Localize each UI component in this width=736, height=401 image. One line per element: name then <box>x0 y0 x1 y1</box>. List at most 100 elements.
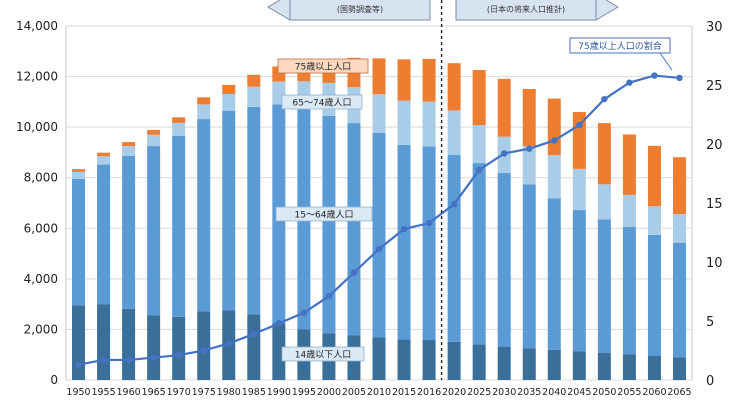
ratio-point <box>475 166 483 174</box>
bar-segment <box>497 78 511 137</box>
y-left-tick-label: 8,000 <box>24 171 58 185</box>
x-tick-label: 1965 <box>142 387 166 398</box>
ratio-point <box>601 95 608 103</box>
bar-segment <box>97 164 111 305</box>
ratio-point <box>150 354 157 361</box>
bar-segment <box>572 168 586 211</box>
ratio-point <box>100 356 107 364</box>
bar-segment <box>147 134 161 147</box>
header-right-arrowhead <box>595 0 619 21</box>
ratio-line-group <box>75 72 683 368</box>
bar-segment <box>172 117 186 123</box>
x-tick-label: 2015 <box>392 387 416 398</box>
y-right-tick-label: 20 <box>706 138 723 153</box>
bar-segment <box>97 152 111 157</box>
bar-segment <box>147 315 161 380</box>
bar-segment <box>672 357 686 380</box>
bar-segment <box>172 135 186 317</box>
bar-segment <box>397 59 411 101</box>
bar-segment <box>222 84 236 95</box>
label-14-under-box <box>281 346 365 362</box>
bar-segment <box>222 94 236 111</box>
label-14-under: 14歳以下人口 <box>295 349 351 361</box>
bar-segment <box>422 101 436 147</box>
label-15-64-box <box>275 206 373 222</box>
bar-segment <box>97 304 111 380</box>
x-tick-label: 1975 <box>192 387 216 398</box>
bar-segment <box>122 155 136 309</box>
bar-segment <box>197 104 211 120</box>
bar-segment <box>622 354 636 380</box>
ratio-point <box>676 74 683 82</box>
ratio-point <box>450 200 458 208</box>
x-tick-label: 2025 <box>467 387 491 398</box>
ratio-label-leader <box>659 52 673 71</box>
bar-segment <box>522 146 536 185</box>
bar-segment <box>222 110 236 311</box>
bar-segment <box>647 206 661 235</box>
bar-segment <box>547 198 561 350</box>
ratio-label-box <box>569 37 671 54</box>
x-tick-label: 1970 <box>167 387 191 398</box>
ratio-point <box>75 361 82 368</box>
bar-segment <box>447 341 461 380</box>
bar-segment <box>447 154 461 342</box>
bar-segment <box>322 115 336 334</box>
bar-segment <box>472 163 486 345</box>
bar-segment <box>622 134 636 195</box>
bar-segment <box>72 305 86 380</box>
bar-segment <box>472 344 486 380</box>
bar-segment <box>72 171 86 179</box>
bar-segment <box>122 142 136 147</box>
ratio-point <box>651 72 658 79</box>
bar-segment <box>172 316 186 380</box>
bar-segment <box>497 346 511 380</box>
y-right-tick-label: 10 <box>706 256 723 271</box>
x-tick-label: 2050 <box>592 387 616 398</box>
bar-segment <box>472 125 486 164</box>
bar-segment <box>647 355 661 380</box>
bar-segment <box>197 119 211 312</box>
ratio-point <box>175 352 182 359</box>
x-tick-label: 2045 <box>567 387 591 398</box>
bar-segment <box>522 348 536 380</box>
bar-segment <box>622 194 636 228</box>
bar-segment <box>397 339 411 380</box>
header-left-label: (国勢調査等) <box>337 4 383 14</box>
x-tick-label: 2065 <box>667 387 691 398</box>
x-tick-label: 1955 <box>91 387 115 398</box>
ratio-point <box>400 225 408 233</box>
bar-stack-group <box>72 57 686 380</box>
bar-segment <box>397 100 411 145</box>
y-left-tick-label: 2,000 <box>24 322 58 336</box>
ratio-point <box>200 347 207 354</box>
y-right-tick-label: 25 <box>706 79 723 94</box>
y-right-tick-label: 5 <box>706 315 714 330</box>
bar-segment <box>272 323 286 380</box>
bar-segment <box>147 129 161 135</box>
bar-segment <box>247 106 261 315</box>
bar-segment <box>122 146 136 156</box>
x-tick-label: 1980 <box>217 387 241 398</box>
label-15-64: 15～64歳人口 <box>295 209 354 221</box>
ratio-point <box>576 121 583 129</box>
y-left-tick-label: 14,000 <box>16 19 58 33</box>
bar-segment <box>447 63 461 111</box>
bar-segment <box>347 123 361 336</box>
y-right-tick-label: 0 <box>706 374 714 389</box>
ratio-point <box>375 245 383 253</box>
bar-segment <box>522 88 536 147</box>
bar-segment <box>197 97 211 105</box>
ratio-point <box>551 137 558 144</box>
bar-segment <box>422 340 436 380</box>
bar-segment <box>497 172 511 347</box>
x-tick-label: 2000 <box>317 387 341 398</box>
x-tick-label: 2010 <box>367 387 391 398</box>
bar-segment <box>597 184 611 220</box>
x-tick-label: 1985 <box>242 387 266 398</box>
x-tick-label: 1950 <box>66 387 90 398</box>
ratio-point <box>275 320 283 327</box>
label-65-74: 65～74歳人口 <box>293 97 352 109</box>
label-75-plus: 75歳以上人口 <box>295 61 351 73</box>
